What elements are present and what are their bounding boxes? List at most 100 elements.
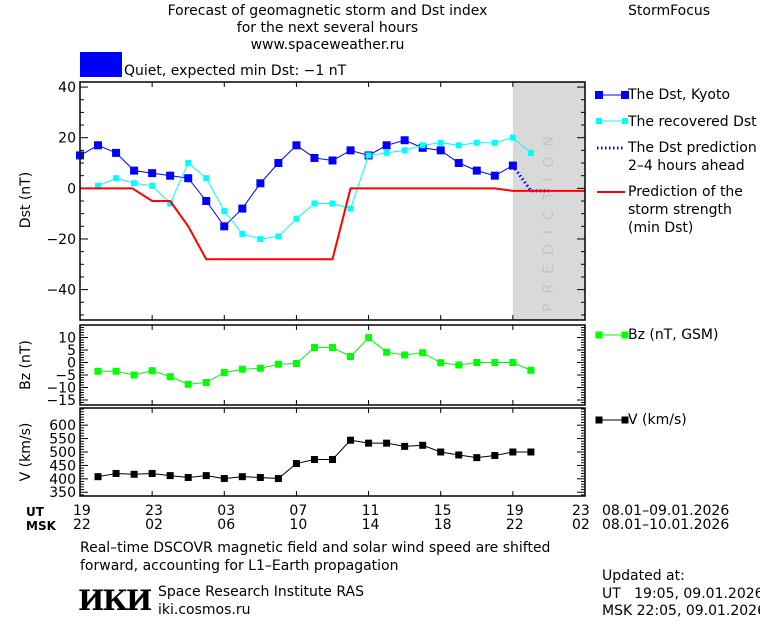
ut-tick-label: 23 (572, 503, 590, 519)
data-point (347, 353, 355, 360)
data-point (473, 139, 480, 146)
msk-tick-label: 10 (289, 517, 308, 533)
legend-recovered: The recovered Dst (628, 114, 757, 130)
data-point (509, 134, 516, 141)
msk-tick-label: 18 (433, 517, 452, 533)
legend-bz: Bz (nT, GSM) (628, 327, 719, 343)
updated-ut: UT 19:05, 09.01.2026 (602, 586, 760, 602)
data-point (509, 359, 517, 366)
data-point (491, 359, 499, 366)
data-point (329, 200, 336, 207)
y-tick-label: 20 (58, 131, 76, 147)
data-point (346, 146, 355, 155)
ut-axis-label: UT (26, 505, 44, 519)
data-point (491, 451, 499, 459)
y-tick-label: −40 (46, 283, 76, 299)
data-point (310, 456, 318, 464)
data-point (95, 182, 102, 189)
data-point (94, 473, 102, 481)
data-point (185, 160, 192, 167)
plot-frame (79, 407, 586, 497)
data-point (203, 175, 210, 182)
data-point (148, 169, 157, 178)
legend-dst-kyoto: The Dst, Kyoto (628, 87, 731, 103)
data-point (310, 344, 318, 351)
data-point (238, 204, 247, 213)
legend-marker (621, 91, 629, 99)
data-point (527, 448, 535, 456)
data-point (365, 152, 372, 159)
data-point (347, 205, 354, 212)
y-tick-label: −5 (55, 368, 76, 384)
data-point (148, 469, 156, 477)
institute-name: Space Research Institute RAS (158, 584, 364, 600)
data-point (292, 141, 301, 150)
data-point (383, 348, 391, 356)
y-tick-label: 40 (58, 80, 76, 96)
legend-prediction-2: 2–4 hours ahead (628, 158, 745, 174)
data-point (473, 359, 481, 366)
legend-strength-2: storm strength (628, 202, 732, 218)
legend-strength-3: (min Dst) (628, 220, 694, 236)
prediction-zone-label: PREDICTION (541, 126, 557, 312)
ut-tick-label: 19 (505, 503, 524, 519)
data-point (112, 148, 121, 157)
updated-label: Updated at: (602, 568, 685, 584)
data-point (274, 360, 282, 368)
data-point (184, 473, 192, 481)
data-point (256, 364, 264, 372)
plot-frame (79, 81, 586, 321)
legend-strength-1: Prediction of the (628, 184, 743, 200)
data-point (365, 334, 373, 342)
data-point (239, 230, 246, 237)
data-point (347, 436, 355, 444)
data-point (527, 366, 535, 374)
data-point (130, 166, 139, 175)
data-point (256, 473, 264, 481)
legend-marker (622, 118, 628, 124)
msk-tick-label: 02 (145, 517, 163, 533)
data-point (112, 469, 120, 477)
data-point (400, 136, 409, 145)
data-point (292, 360, 300, 367)
ut-date-range: 08.01–09.01.2026 (602, 503, 730, 519)
prediction-zone (512, 82, 585, 320)
data-point (202, 197, 211, 205)
data-point (274, 475, 282, 483)
status-text: Quiet, expected min Dst: −1 nT (124, 63, 347, 79)
legend-prediction-1: The Dst prediction (628, 140, 757, 156)
y-tick-label: 0 (67, 181, 76, 197)
y-tick-label: 10 (58, 331, 76, 347)
ut-tick-label: 23 (145, 503, 163, 519)
data-point (473, 454, 481, 462)
msk-tick-label: 06 (217, 517, 236, 533)
y-tick-label: 0 (67, 356, 76, 372)
msk-date-range: 08.01–10.01.2026 (602, 517, 730, 533)
data-point (238, 365, 246, 373)
data-point (490, 171, 499, 180)
data-point (455, 361, 463, 369)
msk-tick-label: 14 (361, 517, 380, 533)
y-tick-label: 400 (49, 472, 76, 488)
data-point (454, 159, 463, 168)
chart-title: Forecast of geomagnetic storm and Dst in… (167, 3, 488, 19)
data-point (365, 439, 373, 447)
data-point (401, 442, 409, 450)
data-point (472, 166, 481, 175)
data-point (166, 171, 175, 180)
data-point (455, 142, 462, 149)
legend-marker (595, 416, 603, 424)
msk-tick-label: 02 (572, 517, 590, 533)
site-link[interactable]: www.spaceweather.ru (250, 37, 405, 53)
ut-tick-label: 15 (433, 503, 452, 519)
msk-tick-label: 22 (505, 517, 524, 533)
institute-link[interactable]: iki.cosmos.ru (158, 602, 251, 618)
data-point (437, 448, 445, 456)
footer-note-1: Real–time DSCOVR magnetic field and sola… (80, 540, 551, 556)
data-point (238, 473, 246, 481)
data-point (274, 159, 283, 168)
data-point (94, 141, 103, 150)
y-tick-label: 550 (49, 432, 76, 448)
data-point (527, 149, 534, 156)
